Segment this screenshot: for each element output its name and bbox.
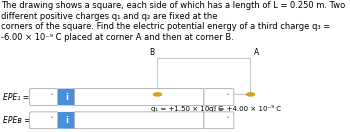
FancyBboxPatch shape: [30, 89, 58, 105]
Text: A: A: [254, 48, 259, 57]
Text: B: B: [149, 48, 154, 57]
Text: The drawing shows a square, each side of which has a length of L = 0.250 m. Two : The drawing shows a square, each side of…: [1, 1, 346, 42]
Text: ˅: ˅: [225, 94, 229, 100]
FancyBboxPatch shape: [204, 89, 234, 105]
FancyBboxPatch shape: [204, 112, 234, 129]
FancyBboxPatch shape: [30, 112, 58, 129]
Text: ˅: ˅: [225, 117, 229, 123]
Text: EPEв =: EPEв =: [3, 116, 31, 125]
Text: q₂ = +4.00 × 10⁻⁹ C: q₂ = +4.00 × 10⁻⁹ C: [209, 105, 281, 112]
FancyBboxPatch shape: [58, 112, 76, 129]
Text: i: i: [65, 116, 68, 125]
Text: ˅: ˅: [49, 94, 53, 100]
Text: ˅: ˅: [49, 117, 53, 123]
FancyBboxPatch shape: [75, 89, 204, 105]
FancyBboxPatch shape: [58, 89, 76, 105]
Text: q₁ = +1.50 × 10⁻⁹ C: q₁ = +1.50 × 10⁻⁹ C: [151, 105, 223, 112]
Text: i: i: [65, 93, 68, 102]
Bar: [158, 58, 251, 94]
Circle shape: [154, 93, 161, 96]
Text: EPE₁ =: EPE₁ =: [3, 93, 29, 102]
FancyBboxPatch shape: [75, 112, 204, 129]
Circle shape: [246, 93, 254, 96]
